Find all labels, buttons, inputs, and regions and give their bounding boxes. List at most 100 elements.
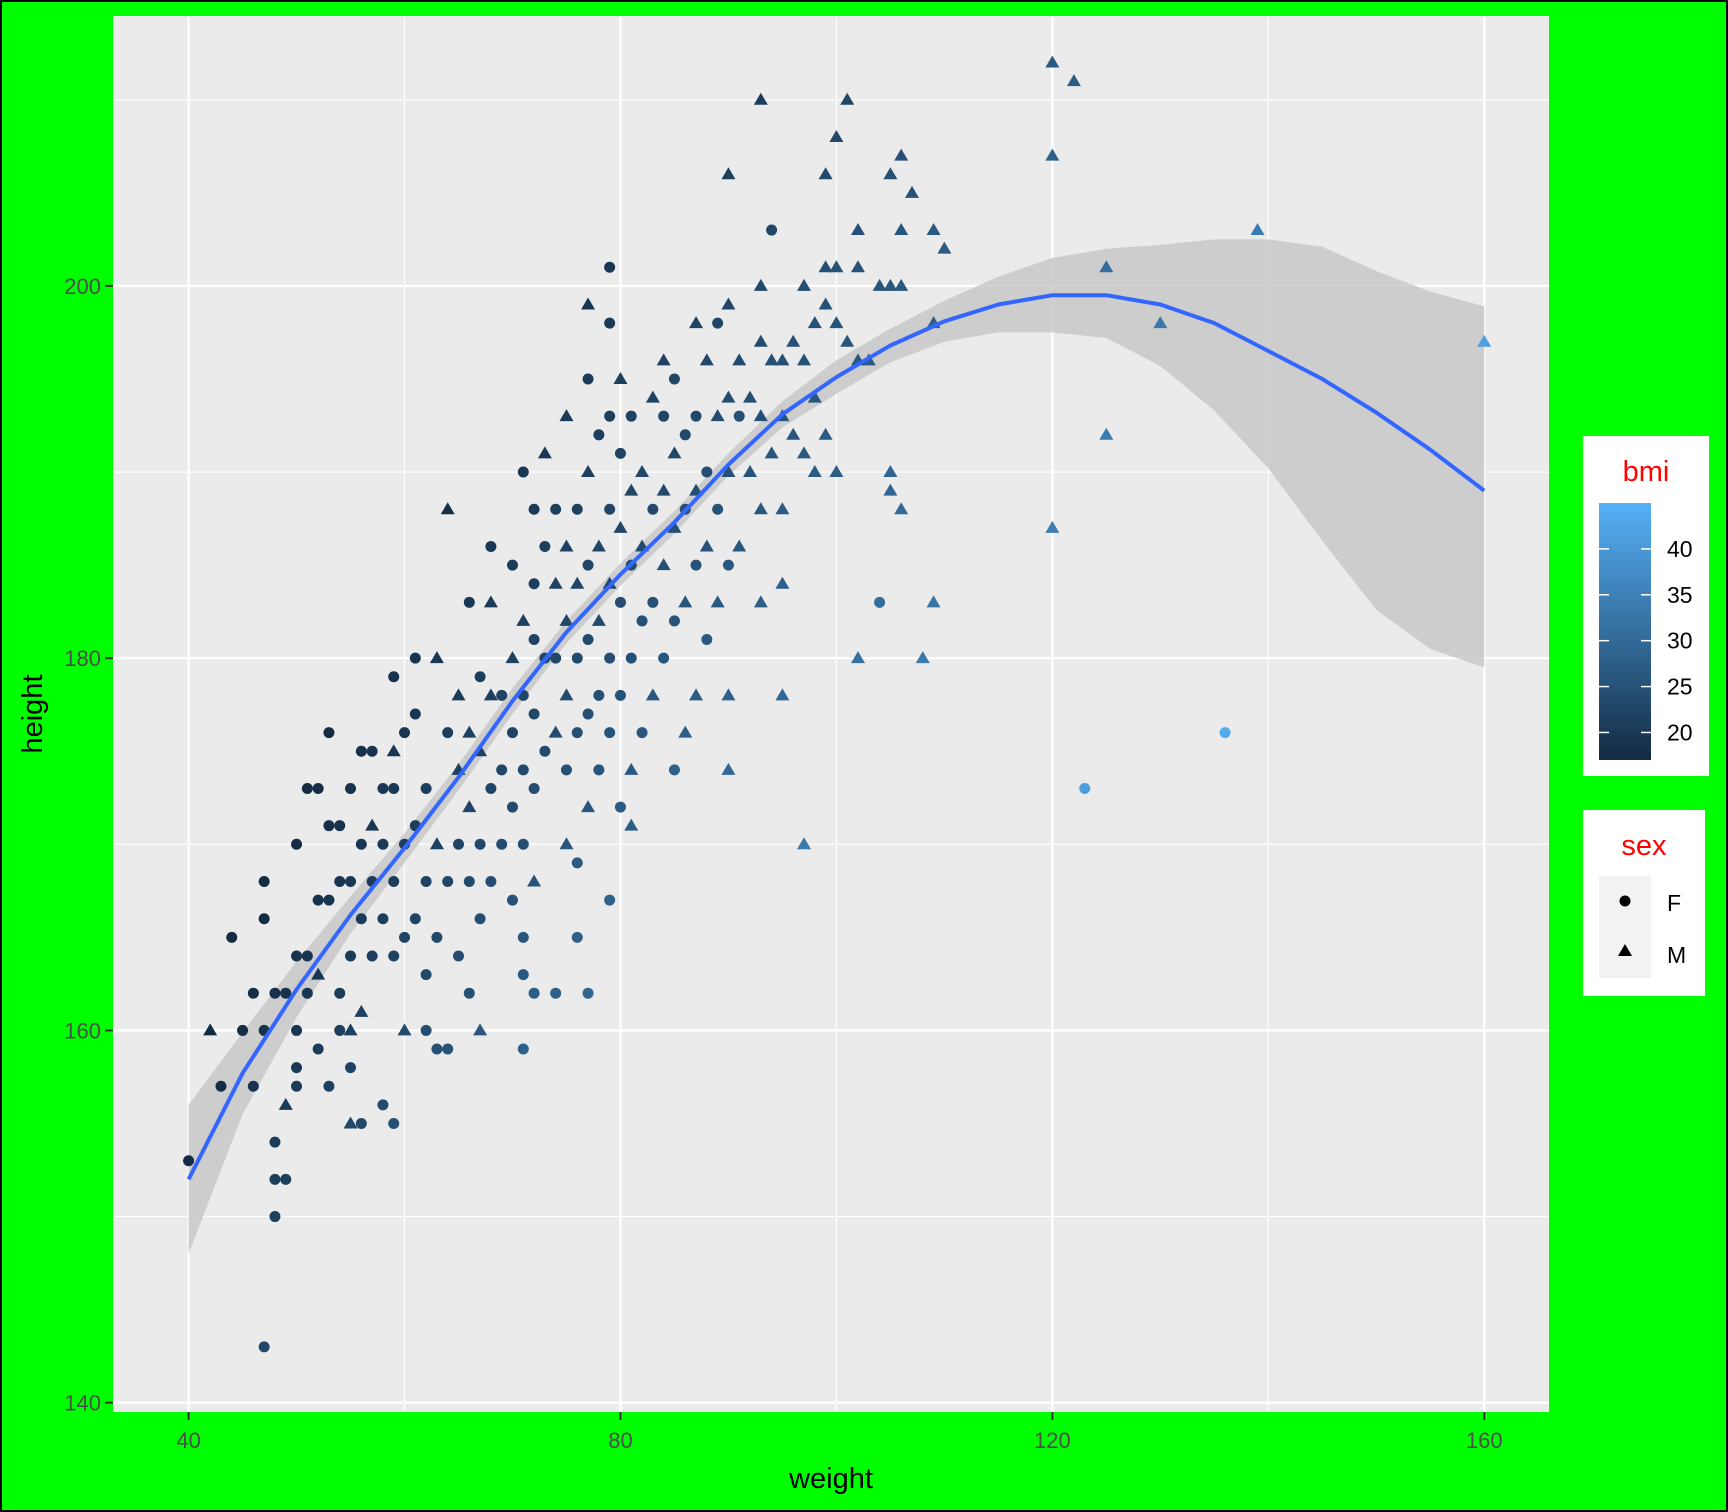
point-male [797, 278, 812, 291]
legend-label-f: F [1667, 890, 1681, 916]
point-male [894, 223, 909, 236]
point-female [366, 950, 378, 962]
point-female [582, 373, 594, 385]
point-female [388, 876, 400, 888]
point-male [753, 595, 768, 608]
point-female [183, 1155, 195, 1167]
point-male [850, 651, 865, 664]
point-male [311, 967, 326, 980]
point-female [312, 894, 324, 906]
point-female [528, 503, 540, 515]
point-female [463, 596, 475, 608]
point-male [753, 502, 768, 515]
point-male [1045, 520, 1060, 533]
bmi-colorbar [1599, 503, 1651, 760]
point-male [818, 167, 833, 180]
point-male [721, 167, 736, 180]
x-tick-label: 120 [1034, 1428, 1071, 1453]
point-female [399, 727, 411, 739]
point-female [496, 689, 508, 701]
point-female [485, 876, 497, 888]
point-female [247, 987, 259, 999]
point-female [571, 652, 583, 664]
point-male [753, 278, 768, 291]
sex-legend-keys-background [1599, 876, 1651, 978]
point-female [269, 987, 281, 999]
point-female [247, 1080, 259, 1092]
point-female [388, 671, 400, 683]
point-male [829, 129, 844, 142]
point-female [269, 1211, 281, 1223]
point-male [915, 651, 930, 664]
point-female [291, 1080, 303, 1092]
point-male [559, 837, 574, 850]
point-female [409, 913, 421, 925]
scatter-points [183, 55, 1492, 1353]
point-female [690, 559, 702, 571]
point-female [593, 429, 605, 441]
point-female [1079, 782, 1091, 794]
point-female [571, 931, 583, 943]
point-male [840, 334, 855, 347]
point-female [377, 913, 389, 925]
point-female [625, 652, 637, 664]
point-female [409, 652, 421, 664]
point-male [818, 297, 833, 310]
point-female [528, 708, 540, 720]
point-male [559, 688, 574, 701]
point-male [581, 297, 596, 310]
point-male [559, 409, 574, 422]
point-male [624, 818, 639, 831]
point-male [667, 520, 682, 533]
point-female [582, 987, 594, 999]
point-female [323, 727, 335, 739]
point-female [269, 1173, 281, 1185]
point-female [312, 1043, 324, 1055]
point-male [1099, 427, 1114, 440]
point-female [388, 1117, 400, 1129]
point-male [386, 744, 401, 757]
point-male [343, 1023, 358, 1036]
point-female [528, 782, 540, 794]
smooth-line-group [186, 293, 1486, 1181]
plot-panel [113, 16, 1549, 1412]
point-female [409, 708, 421, 720]
point-female [345, 782, 357, 794]
point-female [312, 782, 324, 794]
point-female [636, 727, 648, 739]
point-male [559, 613, 574, 626]
point-male [850, 223, 865, 236]
point-male [440, 502, 455, 515]
point-male [559, 539, 574, 552]
point-female [604, 503, 616, 515]
point-male [753, 92, 768, 105]
point-female [668, 615, 680, 627]
point-female [539, 540, 551, 552]
point-male [883, 483, 898, 496]
bmi-tick-label: 40 [1667, 536, 1693, 562]
bmi-tick-label: 35 [1667, 582, 1693, 608]
point-female [431, 1043, 443, 1055]
point-female [733, 410, 745, 422]
point-male [807, 390, 822, 403]
point-female [506, 801, 518, 813]
point-female [550, 652, 562, 664]
point-male [451, 688, 466, 701]
point-male [278, 1097, 293, 1110]
point-male [883, 465, 898, 478]
point-female [377, 838, 389, 850]
point-male [775, 688, 790, 701]
point-male [602, 576, 617, 589]
point-female [280, 1173, 292, 1185]
x-tick-label: 160 [1466, 1428, 1503, 1453]
point-male [699, 539, 714, 552]
point-male [786, 334, 801, 347]
point-female [701, 634, 713, 646]
point-female [345, 1062, 357, 1074]
confidence-ribbon-group [188, 239, 1485, 1254]
point-female [712, 503, 724, 515]
point-male [786, 427, 801, 440]
bmi-colorbar-ticks: 20 25 30 35 40 [1599, 536, 1693, 745]
point-male [872, 278, 887, 291]
